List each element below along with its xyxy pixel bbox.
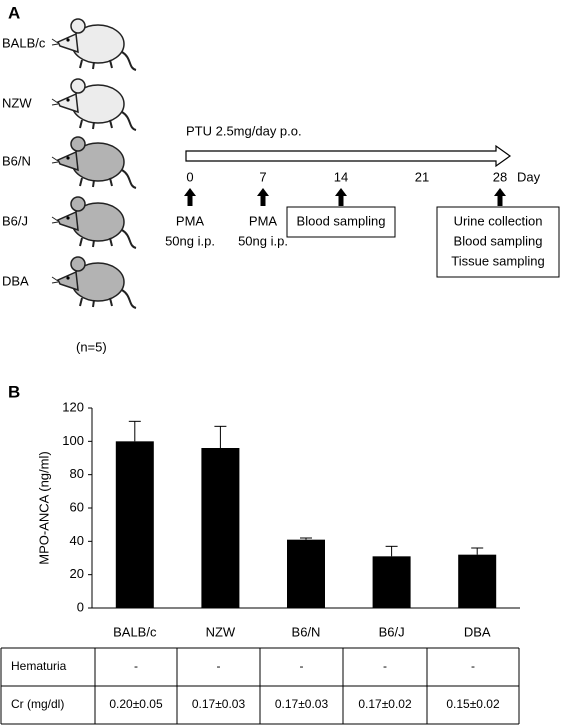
bar [372,556,411,608]
table-cell: 0.15±0.02 [446,697,500,711]
event-arrow [184,188,196,206]
treatment-label: PTU 2.5mg/day p.o. [186,123,302,138]
y-tick-label: 20 [70,566,84,581]
event-arrow [494,188,506,206]
event-arrow [257,188,269,206]
mouse-icon [51,136,137,189]
table-cell: Hematuria [11,659,67,673]
y-tick-label: 120 [62,399,84,414]
n-note: (n=5) [76,339,107,354]
panel-label: B [8,382,20,401]
day-label: 0 [186,169,193,184]
strain-label: DBA [2,273,29,288]
mouse-icon [51,256,137,309]
day-label: 21 [415,169,429,184]
x-tick-label: B6/J [379,624,405,639]
y-tick-label: 40 [70,533,84,548]
strain-label: BALB/c [2,35,46,50]
event-text: PMA [249,213,278,228]
timeline-arrow [185,144,512,168]
event-box [436,206,560,278]
table-cell: - [217,659,221,673]
table-cell: - [300,659,304,673]
day-unit: Day [517,169,541,184]
mouse-icon [51,18,137,71]
event-text: Blood sampling [454,233,543,248]
panel-label: A [8,3,20,22]
strain-label: B6/J [2,213,28,228]
table-cell: - [471,659,475,673]
event-text: 50ng i.p. [238,233,288,248]
x-tick-label: NZW [206,624,236,639]
x-tick-label: DBA [464,624,491,639]
bar [115,441,154,608]
y-tick-label: 100 [62,433,84,448]
x-tick-label: BALB/c [113,624,157,639]
day-label: 28 [493,169,507,184]
table-cell: Cr (mg/dl) [11,697,64,711]
mouse-icon [51,196,137,249]
x-tick-label: B6/N [292,624,321,639]
event-text: PMA [176,213,205,228]
table-cell: 0.17±0.03 [275,697,329,711]
table-cell: 0.20±0.05 [109,697,163,711]
y-tick-label: 60 [70,499,84,514]
event-box [286,206,396,238]
day-label: 7 [259,169,266,184]
table-cell: - [383,659,387,673]
y-tick-label: 0 [77,599,84,614]
bar [458,554,497,608]
strain-label: B6/N [2,153,31,168]
table-cell: 0.17±0.03 [192,697,246,711]
mouse-icon [51,78,137,131]
event-text: Urine collection [454,213,543,228]
event-text: Tissue sampling [451,253,544,268]
strain-label: NZW [2,95,32,110]
bar [287,539,325,608]
bar [201,448,240,608]
event-arrow [335,188,347,206]
y-tick-label: 80 [70,466,84,481]
table-cell: - [134,659,138,673]
event-text: 50ng i.p. [165,233,215,248]
y-axis-label: MPO-ANCA (ng/ml) [36,451,51,564]
day-label: 14 [334,169,348,184]
event-text: Blood sampling [297,213,386,228]
table-cell: 0.17±0.02 [358,697,412,711]
